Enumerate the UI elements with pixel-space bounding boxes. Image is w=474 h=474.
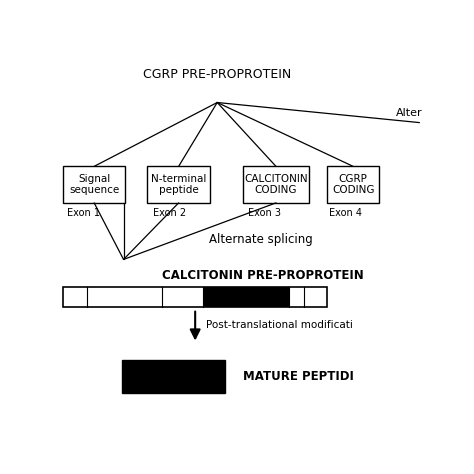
Text: Post-translational modificati: Post-translational modificati — [206, 320, 353, 330]
Text: N-terminal
peptide: N-terminal peptide — [151, 174, 206, 195]
Bar — [147, 166, 210, 203]
Text: CALCITONIN PRE-PROPROTEIN: CALCITONIN PRE-PROPROTEIN — [162, 269, 364, 283]
Text: Exon 4: Exon 4 — [329, 209, 362, 219]
Text: MATURE PEPTIDI: MATURE PEPTIDI — [243, 370, 354, 383]
Bar — [204, 287, 289, 307]
Bar — [122, 360, 225, 392]
Bar — [63, 287, 328, 307]
Text: Signal
sequence: Signal sequence — [69, 174, 119, 195]
Text: Alter: Alter — [396, 109, 423, 118]
Text: Exon 2: Exon 2 — [153, 209, 186, 219]
Bar — [243, 166, 309, 203]
Bar — [63, 166, 125, 203]
Text: Exon 3: Exon 3 — [248, 209, 282, 219]
Text: CALCITONIN
CODING: CALCITONIN CODING — [244, 174, 308, 195]
Bar — [328, 166, 379, 203]
Text: Alternate splicing: Alternate splicing — [210, 233, 313, 246]
Text: CGRP
CODING: CGRP CODING — [332, 174, 374, 195]
Text: Exon 1: Exon 1 — [66, 209, 100, 219]
Text: CGRP PRE-PROPROTEIN: CGRP PRE-PROPROTEIN — [143, 68, 292, 81]
